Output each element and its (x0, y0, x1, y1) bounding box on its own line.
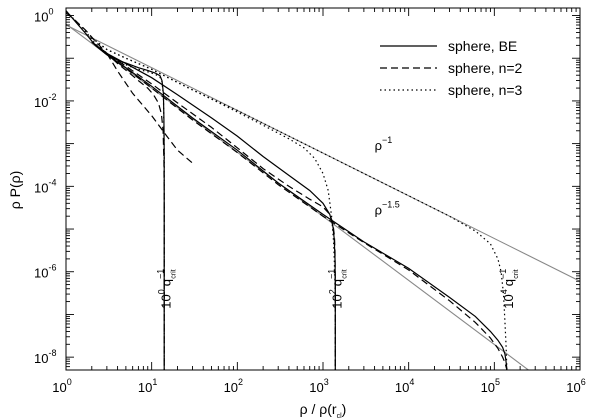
reference-lines (66, 23, 580, 370)
label-rho^-1: ρ−1 (375, 135, 393, 153)
series-dotted-q1-3 (66, 10, 165, 370)
series-solid-q100-4 (91, 41, 336, 370)
series-solid-q1-0 (66, 10, 165, 370)
y-tick-label: 100 (34, 7, 53, 25)
legend-label-n2: sphere, n=2 (448, 60, 523, 76)
y-tick-label: 10-4 (34, 177, 56, 195)
series-solid-q10000-7 (91, 41, 508, 370)
series-dotted-q100-6 (91, 37, 336, 370)
tick-labels: 100 101 102 103 104 105 106 100 10-2 10-4 10-6 10-8 (34, 7, 586, 395)
x-axis-label: ρ / ρ(rcl) (300, 401, 347, 420)
x-tick-label: 103 (309, 377, 328, 395)
x-tick-label: 106 (566, 377, 585, 395)
y-axis-label: ρ P(ρ) (7, 171, 23, 209)
x-tick-label: 104 (395, 377, 414, 395)
x-tick-label: 100 (52, 377, 71, 395)
label-rho^-1.5: ρ−1.5 (375, 199, 400, 217)
x-tick-label: 102 (224, 377, 243, 395)
legend: sphere, BE sphere, n=2 sphere, n=3 (380, 38, 523, 98)
legend-label-n3: sphere, n=3 (448, 82, 523, 98)
reference-line-rho^-1 (66, 24, 580, 282)
annotations: ρ−1 ρ−1.5 100q−1 crit 102q−1 crit 104q−1 crit (155, 135, 520, 308)
y-tick-label: 10-8 (34, 348, 56, 366)
legend-label-be: sphere, BE (448, 38, 517, 54)
annotation-qcrit-1: 100q−1 crit (155, 269, 177, 309)
y-tick-label: 10-2 (34, 92, 56, 110)
annotation-qcrit-100: 102q−1 crit (327, 269, 349, 309)
series-dashed-q10000-8 (91, 41, 508, 370)
series-dashed-q100-5 (91, 41, 336, 370)
x-tick-label: 105 (481, 377, 500, 395)
y-tick-label: 10-6 (34, 263, 56, 281)
ticks (65, 8, 580, 371)
series-layer (66, 10, 508, 370)
annotation-qcrit-10000: 104q−1 crit (498, 269, 520, 309)
x-tick-label: 101 (138, 377, 157, 395)
